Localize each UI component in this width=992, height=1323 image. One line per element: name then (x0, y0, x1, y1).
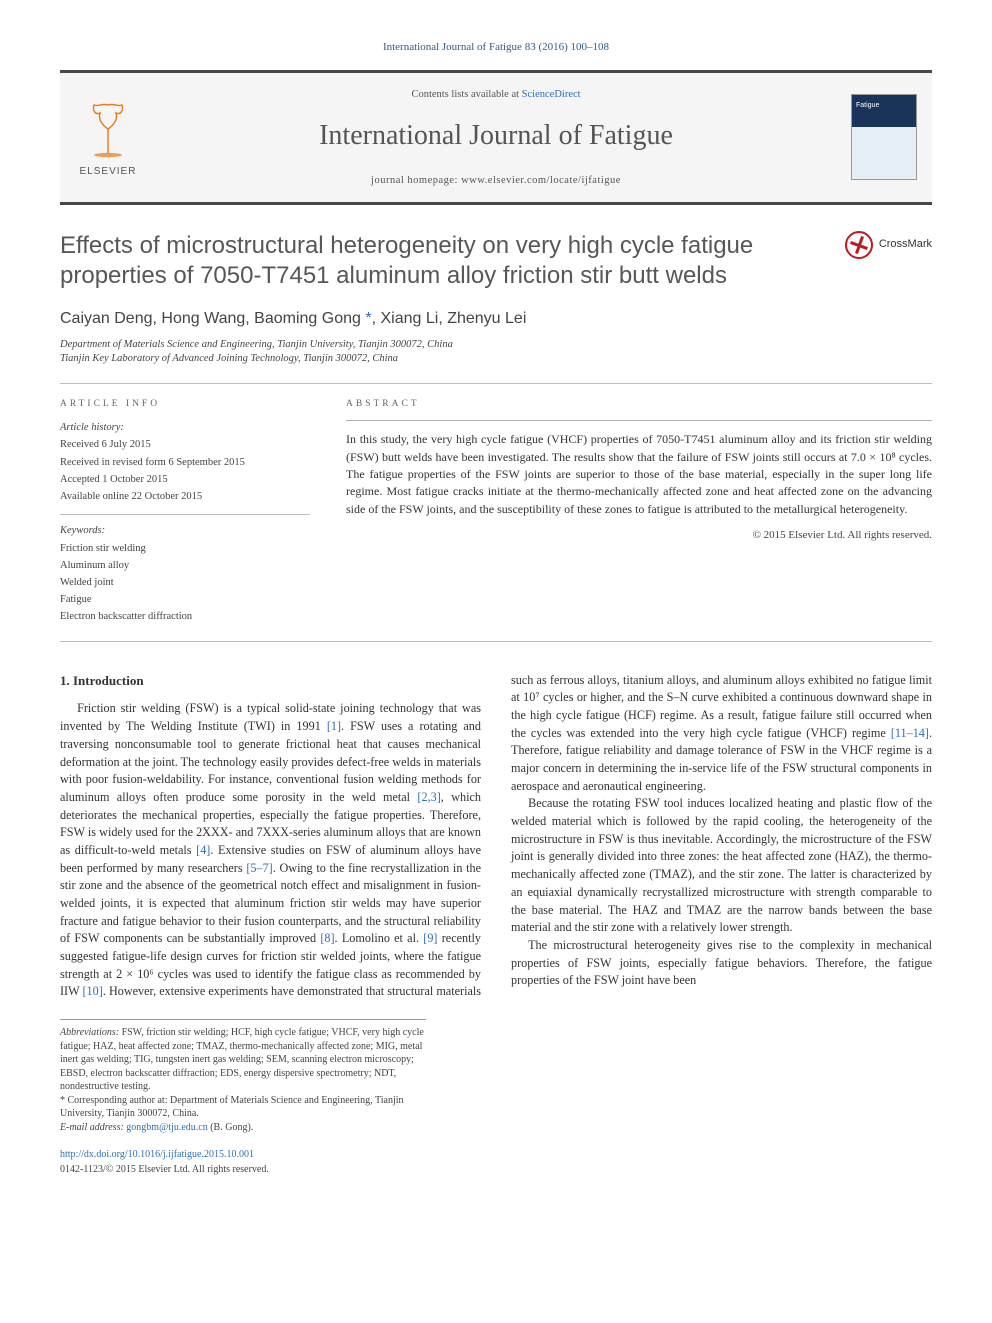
keyword-5: Electron backscatter diffraction (60, 609, 310, 624)
body-columns: 1. Introduction Friction stir welding (F… (60, 672, 932, 1002)
keyword-4: Fatigue (60, 592, 310, 607)
p2a: nents can be substantially improved (137, 931, 321, 945)
keywords-label: Keywords: (60, 523, 310, 538)
ref-8[interactable]: [8] (320, 931, 334, 945)
abstract-heading: ABSTRACT (346, 398, 932, 412)
section-1-heading: 1. Introduction (60, 672, 481, 691)
ref-1[interactable]: [1] (327, 719, 341, 733)
crossmark-label: CrossMark (879, 237, 932, 253)
abstract-text: In this study, the very high cycle fatig… (346, 431, 932, 518)
history-label: Article history: (60, 420, 310, 435)
ref-5-7[interactable]: [5–7] (246, 861, 272, 875)
journal-name: International Journal of Fatigue (148, 116, 844, 157)
email-line: E-mail address: gongbm@tju.edu.cn (B. Go… (60, 1121, 426, 1135)
elsevier-tree-icon (78, 95, 138, 159)
issn-copyright: 0142-1123/© 2015 Elsevier Ltd. All right… (60, 1163, 932, 1178)
homepage-line: journal homepage: www.elsevier.com/locat… (148, 173, 844, 188)
homepage-url[interactable]: www.elsevier.com/locate/ijfatigue (461, 175, 621, 186)
affiliation-2: Tianjin Key Laboratory of Advanced Joini… (60, 352, 932, 366)
abstract-rule (346, 420, 932, 421)
homepage-prefix: journal homepage: (371, 175, 461, 186)
history-received: Received 6 July 2015 (60, 437, 310, 452)
ref-4[interactable]: [4] (196, 843, 210, 857)
keyword-3: Welded joint (60, 575, 310, 590)
p2b: . Lomolino et al. (335, 931, 424, 945)
email-label: E-mail address: (60, 1122, 126, 1133)
abstract-block: ABSTRACT In this study, the very high cy… (346, 398, 932, 626)
contents-line: Contents lists available at ScienceDirec… (148, 87, 844, 102)
journal-cover-thumb: Fatigue (851, 94, 917, 180)
corr-label: * Corresponding author at: (60, 1095, 167, 1106)
history-revised: Received in revised form 6 September 201… (60, 455, 310, 470)
email-address[interactable]: gongbm@tju.edu.cn (126, 1122, 207, 1133)
banner-bottom-rule (60, 202, 932, 205)
doi-url[interactable]: http://dx.doi.org/10.1016/j.ijfatigue.20… (60, 1148, 932, 1163)
history-accepted: Accepted 1 October 2015 (60, 472, 310, 487)
authors-line: Caiyan Deng, Hong Wang, Baoming Gong *, … (60, 307, 932, 330)
publisher-block: ELSEVIER (68, 95, 148, 180)
publisher-name: ELSEVIER (80, 165, 137, 180)
affiliations: Department of Materials Science and Engi… (60, 338, 932, 365)
email-tail: (B. Gong). (208, 1122, 254, 1133)
abbreviations-line: Abbreviations: FSW, friction stir weldin… (60, 1026, 426, 1094)
history-online: Available online 22 October 2015 (60, 489, 310, 504)
journal-citation: International Journal of Fatigue 83 (201… (60, 40, 932, 56)
cover-thumb-title: Fatigue (856, 101, 912, 111)
ref-11-14[interactable]: [11–14] (891, 726, 929, 740)
authors-tail: , Xiang Li, Zhenyu Lei (372, 310, 527, 327)
sciencedirect-link[interactable]: ScienceDirect (522, 89, 581, 100)
article-title: Effects of microstructural heterogeneity… (60, 231, 829, 291)
contents-prefix: Contents lists available at (411, 89, 521, 100)
keyword-1: Friction stir welding (60, 541, 310, 556)
footnote-block: Abbreviations: FSW, friction stir weldin… (60, 1019, 426, 1134)
ref-2-3[interactable]: [2,3] (417, 790, 440, 804)
para-4: The microstructural heterogeneity gives … (511, 937, 932, 990)
abstract-copyright: © 2015 Elsevier Ltd. All rights reserved… (346, 528, 932, 544)
crossmark-widget[interactable]: CrossMark (845, 231, 932, 259)
article-info-block: ARTICLE INFO Article history: Received 6… (60, 398, 310, 626)
authors-head: Caiyan Deng, Hong Wang, Baoming Gong (60, 310, 361, 327)
journal-banner: ELSEVIER Contents lists available at Sci… (60, 73, 932, 202)
abbrev-label: Abbreviations: (60, 1027, 119, 1038)
corresponding-line: * Corresponding author at: Department of… (60, 1094, 426, 1121)
doi-block: http://dx.doi.org/10.1016/j.ijfatigue.20… (60, 1148, 932, 1177)
affiliation-1: Department of Materials Science and Engi… (60, 338, 932, 352)
ref-9[interactable]: [9] (423, 931, 437, 945)
para-3: Because the rotating FSW tool induces lo… (511, 795, 932, 937)
ref-10[interactable]: [10] (83, 984, 103, 998)
crossmark-icon (845, 231, 873, 259)
article-info-heading: ARTICLE INFO (60, 398, 310, 412)
keyword-2: Aluminum alloy (60, 558, 310, 573)
